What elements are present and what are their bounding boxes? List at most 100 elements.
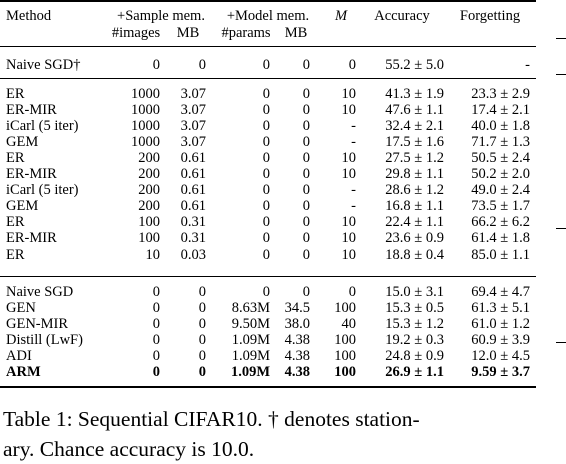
cell-forgetting: 71.7 ± 1.3 — [471, 134, 530, 151]
cell-params: 0 — [262, 102, 270, 119]
cell-method: Distill (LwF) — [6, 332, 83, 349]
cell-m: 10 — [341, 166, 357, 183]
caption-line-1: Table 1: Sequential CIFAR10. † denotes s… — [3, 407, 420, 431]
cell-accuracy: 32.4 ± 2.1 — [385, 118, 444, 135]
cell-method: iCarl (5 iter) — [6, 182, 79, 199]
cell-accuracy: 41.3 ± 1.9 — [385, 86, 444, 102]
cell-m: 100 — [334, 332, 356, 349]
cell-method: ER — [6, 86, 25, 102]
cell-model-mb: 0 — [302, 166, 310, 183]
cell-accuracy: 17.5 ± 1.6 — [385, 134, 444, 151]
cell-images: 0 — [152, 332, 160, 349]
header-model-mb: MB — [284, 25, 308, 41]
cell-accuracy: 47.6 ± 1.1 — [385, 102, 444, 119]
cell-model-mb: 0 — [302, 284, 310, 300]
cell-forgetting: 60.9 ± 3.9 — [471, 332, 530, 349]
table-caption: Table 1: Sequential CIFAR10. † denotes s… — [3, 404, 420, 464]
cell-m: 100 — [334, 364, 356, 381]
cell-forgetting: 12.0 ± 4.5 — [471, 348, 530, 365]
cell-forgetting: 69.4 ± 4.7 — [471, 284, 530, 300]
cell-sample-mb: 0.61 — [180, 150, 206, 167]
cell-method: GEM — [6, 134, 39, 151]
cell-model-mb: 4.38 — [284, 348, 310, 365]
cell-model-mb: 0 — [302, 134, 310, 151]
cell-sample-mb: 0.61 — [180, 182, 206, 199]
cell-accuracy: 28.6 ± 1.2 — [385, 182, 444, 199]
cell-images: 1000 — [131, 134, 160, 151]
cell-forgetting: 9.59 ± 3.7 — [471, 364, 530, 381]
cell-m: 0 — [348, 284, 356, 300]
cell-model-mb: 0 — [302, 118, 310, 135]
cell-images: 0 — [152, 284, 160, 300]
cell-accuracy: 18.8 ± 0.4 — [385, 246, 444, 263]
cell-sample-mb: 3.07 — [180, 102, 206, 119]
cell-model-mb: 0 — [302, 246, 310, 263]
cell-forgetting: 61.4 ± 1.8 — [471, 230, 530, 247]
cell-images: 10 — [145, 246, 161, 263]
cell-model-mb: 0 — [302, 198, 310, 215]
cell-forgetting: 49.0 ± 2.4 — [471, 182, 530, 199]
cell-model-mb: 0 — [302, 57, 310, 73]
bottom-rule — [0, 386, 536, 388]
cell-params: 0 — [262, 118, 270, 135]
cell-m: - — [351, 134, 356, 151]
cell-images: 1000 — [131, 86, 160, 102]
cell-sample-mb: 3.07 — [180, 134, 206, 151]
cell-model-mb: 0 — [302, 182, 310, 199]
cell-sample-mb: 0.31 — [180, 230, 206, 247]
cell-params: 0 — [262, 134, 270, 151]
cell-accuracy: 15.3 ± 0.5 — [385, 300, 444, 317]
cell-forgetting: 85.0 ± 1.1 — [471, 246, 530, 263]
cell-accuracy: 16.8 ± 1.1 — [385, 198, 444, 215]
cell-sample-mb: 0 — [198, 348, 206, 365]
cell-sample-mb: 0 — [198, 364, 206, 381]
cell-m: 40 — [341, 316, 357, 333]
cell-params: 0 — [262, 57, 270, 73]
cell-images: 0 — [152, 57, 160, 73]
top-rule — [0, 0, 536, 2]
cell-sample-mb: 0 — [198, 284, 206, 300]
cell-accuracy: 26.9 ± 1.1 — [385, 364, 444, 381]
cell-images: 200 — [138, 166, 160, 183]
cell-accuracy: 23.6 ± 0.9 — [385, 230, 444, 247]
cell-sample-mb: 0.31 — [180, 214, 206, 231]
cell-method: ADI — [6, 348, 32, 365]
cell-method: ER-MIR — [6, 230, 57, 247]
cell-method: ER — [6, 246, 25, 263]
cell-sample-mb: 0.61 — [180, 198, 206, 215]
adjacent-column-edge — [552, 0, 566, 450]
cell-forgetting: 61.0 ± 1.2 — [471, 316, 530, 333]
cell-m: 100 — [334, 300, 356, 317]
cell-accuracy: 29.8 ± 1.1 — [385, 166, 444, 183]
cell-images: 0 — [152, 364, 160, 381]
cell-model-mb: 0 — [302, 86, 310, 102]
cell-sample-mb: 0.61 — [180, 166, 206, 183]
cell-method: ER — [6, 214, 25, 231]
cell-model-mb: 0 — [302, 214, 310, 231]
cell-sample-mb: 3.07 — [180, 118, 206, 135]
cell-sample-mb: 0 — [198, 300, 206, 317]
cell-images: 100 — [138, 230, 160, 247]
header-method: Method — [6, 8, 52, 24]
cell-m: 10 — [341, 214, 357, 231]
header-images: #images — [111, 25, 161, 41]
cell-images: 0 — [152, 348, 160, 365]
cell-sample-mb: 0 — [198, 57, 206, 73]
cell-accuracy: 24.8 ± 0.9 — [385, 348, 444, 365]
cell-sample-mb: 3.07 — [180, 86, 206, 102]
header-accuracy: Accuracy — [374, 8, 430, 24]
cell-m: 10 — [341, 102, 357, 119]
header-params: #params — [221, 25, 271, 41]
cell-m: 10 — [341, 230, 357, 247]
cell-forgetting: 73.5 ± 1.7 — [471, 198, 530, 215]
cell-method: GEM — [6, 198, 39, 215]
cell-params: 9.50M — [231, 316, 270, 333]
header-sample-mb: MB — [176, 25, 200, 41]
cell-forgetting: 17.4 ± 2.1 — [471, 102, 530, 119]
header-rule — [0, 46, 536, 47]
cell-forgetting: 23.3 ± 2.9 — [471, 86, 530, 102]
cell-m: 10 — [341, 150, 357, 167]
cell-model-mb: 0 — [302, 230, 310, 247]
cell-model-mb: 0 — [302, 102, 310, 119]
cell-m: 10 — [341, 246, 357, 263]
